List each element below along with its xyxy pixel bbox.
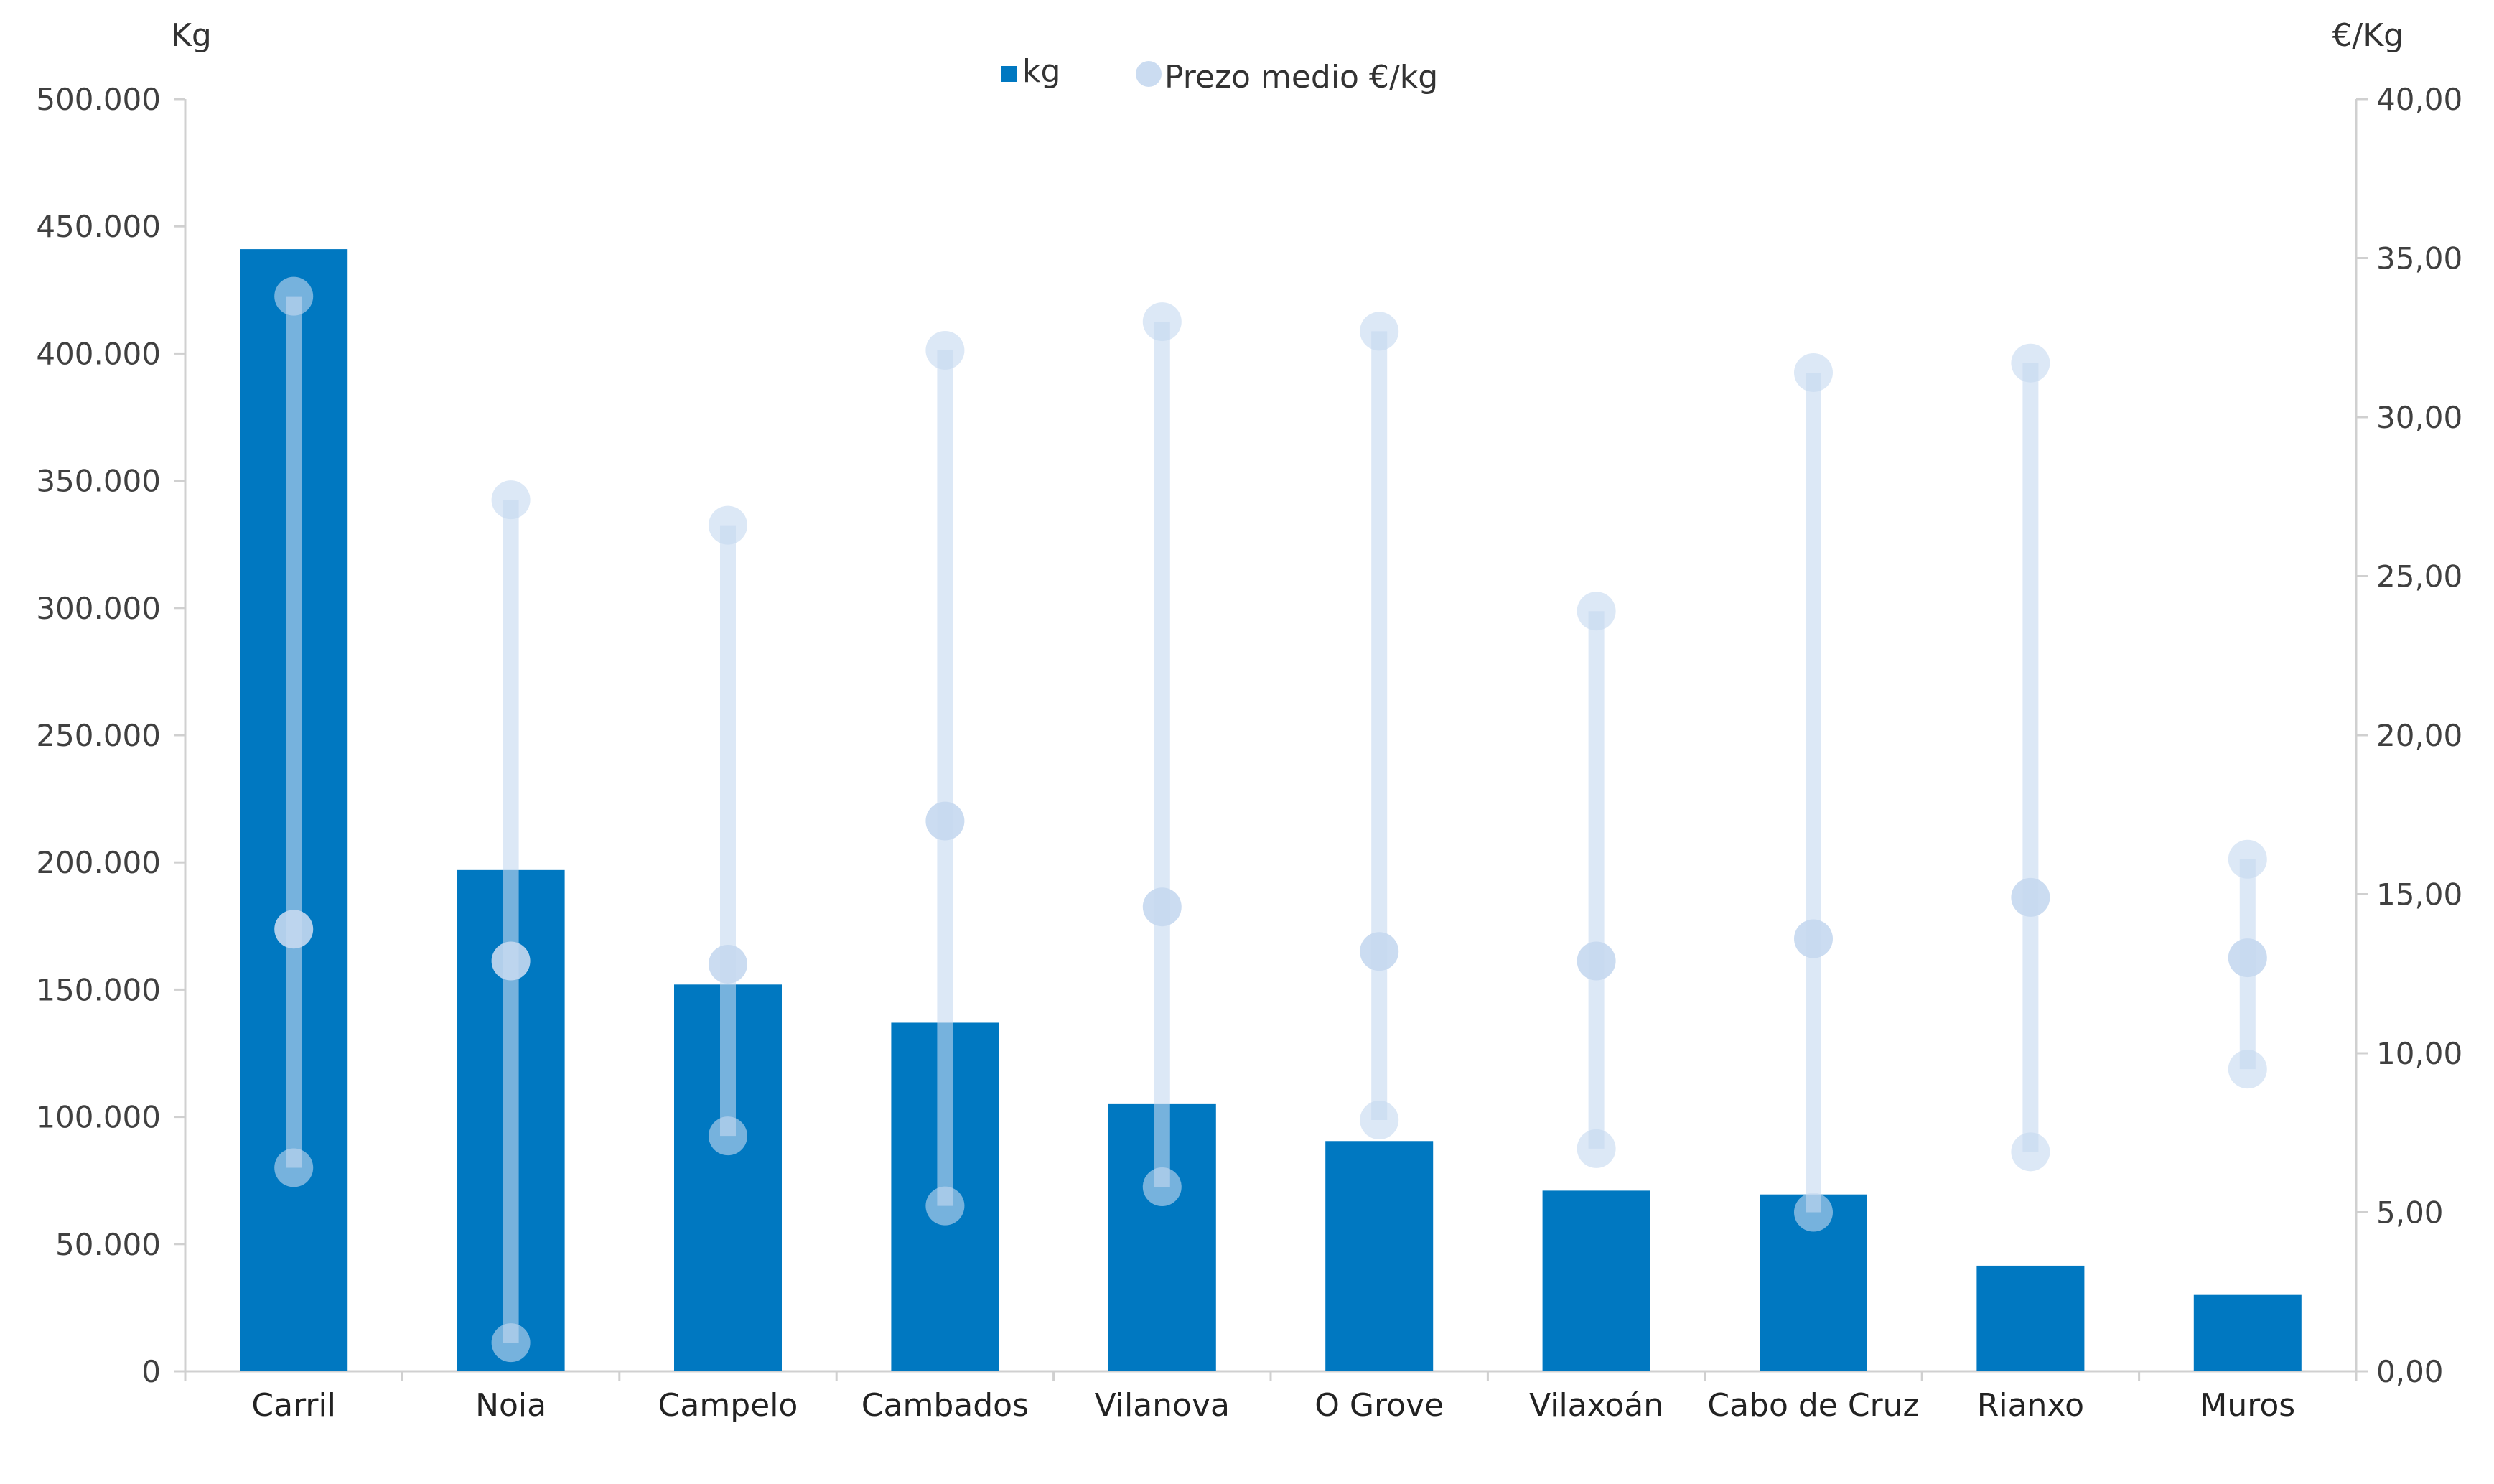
bar	[1976, 1265, 2085, 1371]
left-axis-tick-label: 300.000	[36, 591, 161, 626]
legend-price-label: Prezo medio €/kg	[1164, 59, 1438, 95]
price-min-point	[1794, 1193, 1833, 1232]
right-axis-tick-label: 30,00	[2376, 400, 2462, 435]
left-axis-tick-label: 0	[141, 1354, 161, 1389]
bar	[2193, 1294, 2302, 1371]
price-min-point	[925, 1186, 965, 1226]
left-axis-tick-label: 350.000	[36, 464, 161, 499]
left-axis-tick-label: 250.000	[36, 718, 161, 753]
price-mean-point	[1360, 932, 1399, 971]
price-max-point	[491, 480, 531, 520]
price-max-point	[2228, 839, 2267, 879]
price-min-point	[1142, 1167, 1182, 1207]
category-label: Campelo	[658, 1387, 798, 1424]
left-axis-tick-label: 150.000	[36, 972, 161, 1007]
price-min-point	[491, 1323, 531, 1363]
right-axis-tick-label: 5,00	[2376, 1195, 2444, 1231]
left-axis-tick-label: 100.000	[36, 1100, 161, 1135]
bars-series	[240, 249, 2302, 1372]
right-axis-tick-label: 35,00	[2376, 241, 2462, 276]
price-mean-point	[2228, 938, 2267, 978]
price-max-point	[1360, 312, 1399, 351]
right-axis-tick-label: 20,00	[2376, 718, 2462, 753]
price-max-point	[1577, 592, 1616, 631]
left-axis-unit-label: Kg	[171, 17, 212, 54]
right-axis-tick-label: 40,00	[2376, 82, 2462, 117]
left-axis-tick-label: 400.000	[36, 336, 161, 371]
category-label: Carril	[251, 1387, 336, 1424]
bar	[1542, 1190, 1650, 1371]
price-min-point	[2011, 1132, 2050, 1172]
price-min-point	[274, 1148, 314, 1187]
category-label: Muros	[2200, 1387, 2295, 1424]
price-mean-point	[709, 944, 747, 984]
category-label: Vilanova	[1095, 1387, 1230, 1424]
price-max-point	[1794, 353, 1833, 392]
price-max-point	[925, 330, 965, 370]
right-axis-tick-label: 25,00	[2376, 559, 2462, 594]
category-label: Cambados	[861, 1387, 1029, 1424]
legend: kg Prezo medio €/kg	[1001, 53, 1438, 95]
price-series	[274, 276, 2267, 1363]
price-mean-point	[1794, 919, 1833, 958]
price-max-point	[709, 505, 747, 545]
price-mean-point	[925, 801, 965, 841]
left-axis-tick-label: 50.000	[55, 1227, 161, 1262]
price-max-point	[2011, 343, 2050, 383]
right-axis-tick-label: 0,00	[2376, 1354, 2444, 1389]
bar	[1325, 1141, 1434, 1371]
price-mean-point	[2011, 877, 2050, 917]
price-mean-point	[274, 910, 314, 949]
price-mean-point	[1577, 941, 1616, 981]
legend-kg-label: kg	[1022, 53, 1060, 90]
right-axis-unit-label: €/Kg	[2332, 17, 2404, 54]
category-label: Vilaxoán	[1529, 1387, 1663, 1424]
category-label: Noia	[475, 1387, 546, 1424]
price-max-point	[274, 276, 314, 316]
left-axis-tick-label: 200.000	[36, 845, 161, 880]
right-axis-tick-label: 15,00	[2376, 877, 2462, 913]
price-min-point	[709, 1116, 747, 1156]
price-max-point	[1142, 302, 1182, 342]
category-label: Rianxo	[1977, 1387, 2084, 1424]
left-axis-tick-label: 500.000	[36, 82, 161, 117]
price-mean-point	[491, 941, 531, 981]
price-mean-point	[1142, 887, 1182, 927]
legend-price-swatch	[1136, 61, 1162, 87]
right-axis-tick-label: 10,00	[2376, 1036, 2462, 1071]
category-label: O Grove	[1314, 1387, 1444, 1424]
category-label: Cabo de Cruz	[1707, 1387, 1919, 1424]
price-min-point	[2228, 1050, 2267, 1089]
legend-kg-swatch	[1001, 66, 1017, 82]
axis-labels: 0 50.000 100.000 150.000 200.000 250.000 300.0…	[36, 17, 2462, 1424]
price-min-point	[1360, 1101, 1399, 1140]
price-min-point	[1577, 1129, 1616, 1168]
left-axis-tick-label: 450.000	[36, 209, 161, 244]
